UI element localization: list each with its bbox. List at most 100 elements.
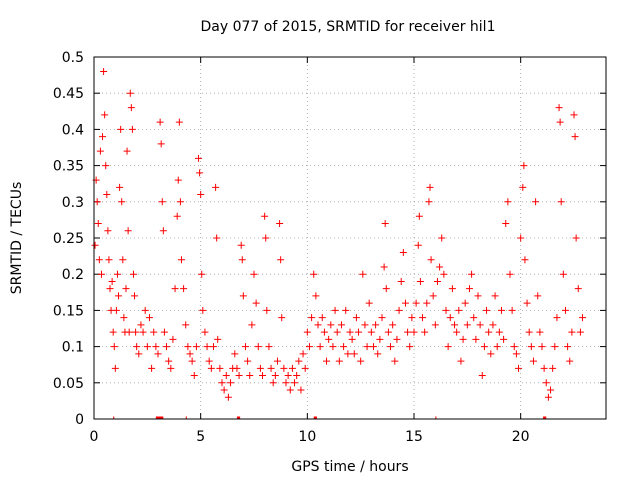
data-point [108,277,116,285]
data-point [491,292,499,300]
data-point [277,256,285,264]
data-point [325,335,333,343]
data-point [250,270,258,278]
data-point [129,270,137,278]
data-point [579,314,587,322]
data-point [280,364,288,372]
data-point [549,364,557,372]
data-point [444,343,452,351]
data-point [487,350,495,358]
data-point [104,227,112,235]
data-point [192,343,200,351]
data-point [369,343,377,351]
data-point [517,234,525,242]
data-point [269,379,277,387]
y-tick-label: 0 [75,412,84,428]
data-point [186,350,194,358]
data-point [542,379,550,387]
data-point [171,285,179,293]
data-point [209,343,217,351]
data-point [393,335,401,343]
data-point [213,234,221,242]
data-point [455,306,463,314]
data-point [478,372,486,380]
y-tick-label: 0.05 [53,376,84,392]
data-point [145,314,153,322]
data-point [118,198,126,206]
data-point [110,343,118,351]
y-axis-label: SRMTID / TECUs [9,182,25,295]
data-point [233,364,241,372]
data-point [291,379,299,387]
data-point [557,198,565,206]
data-point [485,328,493,336]
data-point [116,183,124,191]
data-point [282,379,290,387]
data-point [273,357,281,365]
data-point [267,364,275,372]
data-point [442,306,450,314]
data-point [256,364,264,372]
data-point [188,357,196,365]
data-point [126,89,134,97]
data-point [310,270,318,278]
data-point [305,343,313,351]
data-point [320,328,328,336]
data-point [163,343,171,351]
data-point [175,118,183,126]
data-point [239,292,247,300]
data-point [472,335,480,343]
data-point [508,306,516,314]
data-point [198,270,206,278]
data-point [395,306,403,314]
data-point [476,321,484,329]
data-point [376,335,384,343]
data-point [419,314,427,322]
data-point [329,343,337,351]
data-point [109,328,117,336]
data-point [399,248,407,256]
data-point [316,343,324,351]
data-point [352,314,360,322]
data-point [365,299,373,307]
data-point [512,350,520,358]
data-point [335,357,343,365]
data-point [301,364,309,372]
data-point [497,306,505,314]
data-point [314,321,322,329]
data-point [387,343,395,351]
data-point [299,350,307,358]
data-point [480,343,488,351]
data-point [357,357,365,365]
data-point [201,328,209,336]
data-point [154,350,162,358]
data-point [122,285,130,293]
data-point [174,176,182,184]
data-point [536,328,544,336]
data-point [348,335,356,343]
data-point [137,321,145,329]
data-point [318,314,326,322]
data-point [559,270,567,278]
data-point [117,125,125,133]
data-point [525,328,533,336]
data-point [433,277,441,285]
data-point [416,277,424,285]
data-point [574,285,582,293]
data-point [331,306,339,314]
data-point [252,299,260,307]
data-point [135,350,143,358]
data-point [510,343,518,351]
data-point [355,328,363,336]
data-point [431,321,439,329]
data-point [158,198,166,206]
data-point [502,220,510,228]
data-point [551,343,559,351]
data-point [94,220,102,228]
data-point [412,299,420,307]
data-point [293,372,301,380]
data-point [177,256,185,264]
data-point [423,299,431,307]
data-point [483,306,491,314]
y-tick-label: 0.45 [53,86,84,102]
